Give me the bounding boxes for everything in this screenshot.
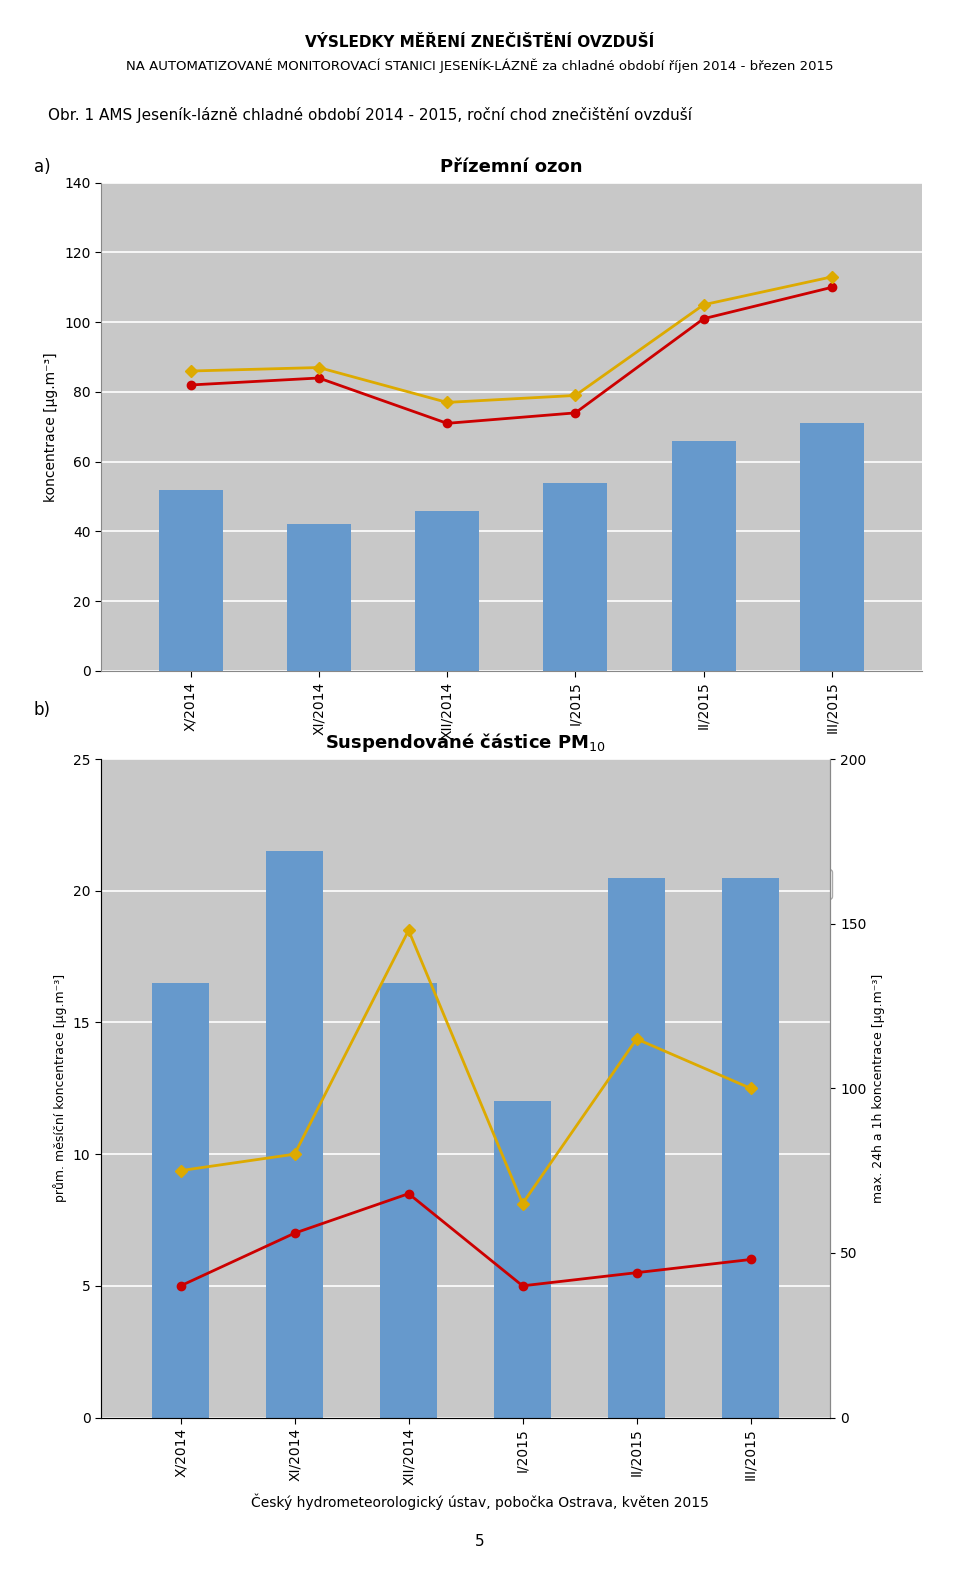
- Bar: [722, 877, 780, 1418]
- Title: Suspendované částice PM$_{10}$: Suspendované částice PM$_{10}$: [325, 731, 606, 754]
- Bar: [800, 424, 864, 671]
- Bar: [543, 482, 608, 671]
- Y-axis label: max. 24h a 1h koncentrace [µg.m⁻³]: max. 24h a 1h koncentrace [µg.m⁻³]: [872, 973, 885, 1203]
- Bar: [671, 441, 735, 671]
- Text: NA AUTOMATIZOVANÉ MONITOROVACÍ STANICI JESENÍK-LÁZNĚ za chladné období říjen 201: NA AUTOMATIZOVANÉ MONITOROVACÍ STANICI J…: [127, 58, 833, 72]
- Text: Obr. 1 AMS Jeseník-lázně chladné období 2014 - 2015, roční chod znečištění ovzdu: Obr. 1 AMS Jeseník-lázně chladné období …: [48, 107, 692, 123]
- Legend: prům. měsíční koncentrace, max. 8h koncentrace, max. 1h koncentrace: prům. měsíční koncentrace, max. 8h konce…: [190, 869, 832, 899]
- Text: b): b): [34, 701, 51, 718]
- Text: a): a): [34, 158, 50, 175]
- Text: VÝSLEDKY MĚŘENÍ ZNEČIŠTĚNÍ OVZDUŠÍ: VÝSLEDKY MĚŘENÍ ZNEČIŠTĚNÍ OVZDUŠÍ: [305, 35, 655, 50]
- Bar: [287, 524, 351, 671]
- Title: Přízemní ozon: Přízemní ozon: [440, 158, 583, 175]
- Y-axis label: koncentrace [µg.m⁻³]: koncentrace [µg.m⁻³]: [44, 353, 59, 502]
- Bar: [152, 983, 209, 1418]
- Bar: [380, 983, 437, 1418]
- Bar: [415, 510, 479, 671]
- Bar: [158, 490, 223, 671]
- Bar: [608, 877, 665, 1418]
- Text: Český hydrometeorologický ústav, pobočka Ostrava, květen 2015: Český hydrometeorologický ústav, pobočka…: [252, 1493, 708, 1509]
- Bar: [266, 852, 324, 1418]
- Y-axis label: prům. měsíční koncentrace [µg.m⁻³]: prům. měsíční koncentrace [µg.m⁻³]: [53, 975, 67, 1202]
- Bar: [494, 1101, 551, 1418]
- Text: 5: 5: [475, 1534, 485, 1550]
